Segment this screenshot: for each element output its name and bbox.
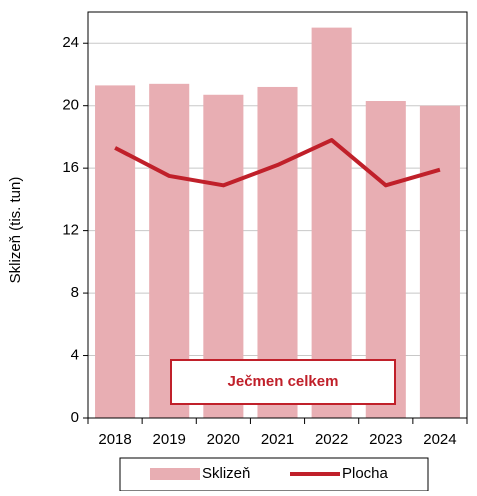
annotation: Ječmen celkem: [228, 373, 339, 390]
legend-label: Sklizeň: [202, 465, 250, 482]
y-tick-label: 12: [62, 222, 79, 239]
x-tick-label: 2019: [153, 431, 186, 448]
legend-label: Plocha: [342, 465, 389, 482]
legend-box: [119, 457, 429, 492]
x-tick-label: 2020: [207, 431, 240, 448]
x-tick-label: 2024: [423, 431, 456, 448]
bar: [419, 105, 460, 418]
y-tick-label: 24: [62, 34, 79, 51]
y-tick-label: 20: [62, 97, 79, 114]
y-tick-label: 4: [71, 347, 79, 364]
x-tick-label: 2018: [98, 431, 131, 448]
annotation-box: [170, 359, 396, 405]
x-tick-label: 2022: [315, 431, 348, 448]
x-tick-label: 2023: [369, 431, 402, 448]
bar: [311, 27, 352, 418]
legend-swatch: [150, 468, 200, 480]
line: [114, 138, 441, 188]
bar: [95, 85, 136, 419]
plot-frame: [87, 11, 468, 419]
y-tick-label: 0: [71, 409, 79, 426]
y-axis-label: Sklizeň (tis. tun): [7, 177, 24, 284]
x-tick-label: 2021: [261, 431, 294, 448]
y-tick-label: 8: [71, 284, 79, 301]
y-tick-label: 16: [62, 159, 79, 176]
